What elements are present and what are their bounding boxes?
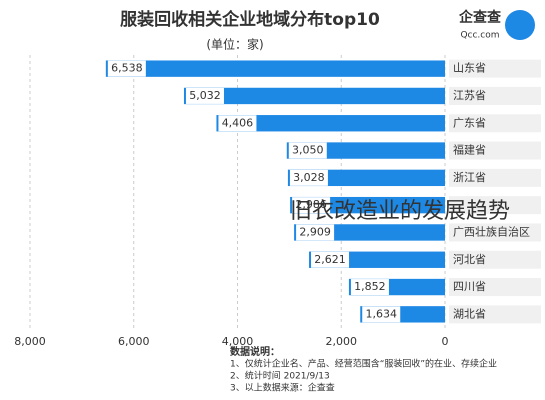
value-label-bg (288, 142, 327, 159)
category-label-bg (449, 168, 541, 187)
category-label-bg (449, 223, 541, 242)
x-tick-label: 4,000 (222, 335, 254, 348)
logo-text: 企查查 (458, 9, 502, 26)
category-label-bg (449, 278, 541, 297)
logo-icon (505, 10, 535, 40)
y-tick-label: 福建省 (453, 143, 486, 157)
category-label-bg (449, 59, 541, 78)
note: 数据说明： (230, 345, 280, 358)
value-label-bg (289, 169, 328, 186)
y-tick-label: 湖北省 (453, 307, 486, 320)
y-tick-label: 山东省 (453, 62, 486, 75)
category-label-bg (449, 114, 541, 133)
x-tick-label: 0 (442, 335, 449, 348)
value-label-bg (292, 197, 331, 214)
value-label-bg (362, 306, 401, 323)
value-label: 6,538 (111, 62, 143, 75)
value-label: 2,909 (299, 225, 331, 238)
value-label: 2,986 (295, 198, 327, 211)
value-label-bg (350, 279, 389, 296)
y-tick-label: 广东省 (453, 116, 486, 129)
value-label: 5,032 (189, 89, 221, 102)
value-label-bg (218, 115, 257, 132)
value-label-bg (107, 60, 146, 77)
bar (183, 87, 445, 105)
value-label: 4,406 (222, 116, 254, 129)
note: 1、仅统计企业名、产品、经营范围含“服装回收”的在业、存续企业 (230, 358, 497, 370)
category-label-bg (449, 250, 541, 269)
chart-title: 服装回收相关企业地域分布top10 (120, 9, 380, 30)
y-tick-label: 浙江省 (453, 171, 486, 184)
category-label-bg (449, 305, 541, 324)
note: 3、以上数据来源：企查查 (230, 382, 335, 394)
y-tick-label: 江苏省 (453, 89, 486, 102)
category-label-bg (449, 196, 541, 215)
category-label-bg (449, 86, 541, 105)
bar (105, 60, 445, 77)
y-tick-label: 四川省 (453, 280, 486, 293)
chart-subtitle: (单位：家) (206, 37, 263, 52)
value-label-bg (185, 87, 224, 104)
value-label: 3,050 (292, 144, 324, 157)
category-label-bg (449, 141, 541, 160)
x-tick-label: 6,000 (118, 335, 150, 348)
watermark: 旧衣改造业的发展趋势 (290, 199, 510, 224)
y-tick-label: 河北省 (453, 253, 486, 266)
value-label-bg (296, 224, 335, 241)
value-label: 2,621 (314, 253, 346, 266)
value-label: 3,028 (293, 171, 325, 184)
value-label: 1,852 (354, 280, 386, 293)
x-tick-label: 8,000 (14, 335, 46, 348)
bar (216, 115, 445, 132)
x-tick-label: 2,000 (326, 335, 358, 348)
note: 2、统计时间 2021/9/13 (230, 370, 330, 382)
value-label: 1,634 (365, 307, 397, 320)
y-tick-label: 广西壮族自治区 (453, 224, 530, 238)
value-label-bg (311, 251, 350, 268)
logo-subtext: Qcc.com (460, 31, 499, 41)
